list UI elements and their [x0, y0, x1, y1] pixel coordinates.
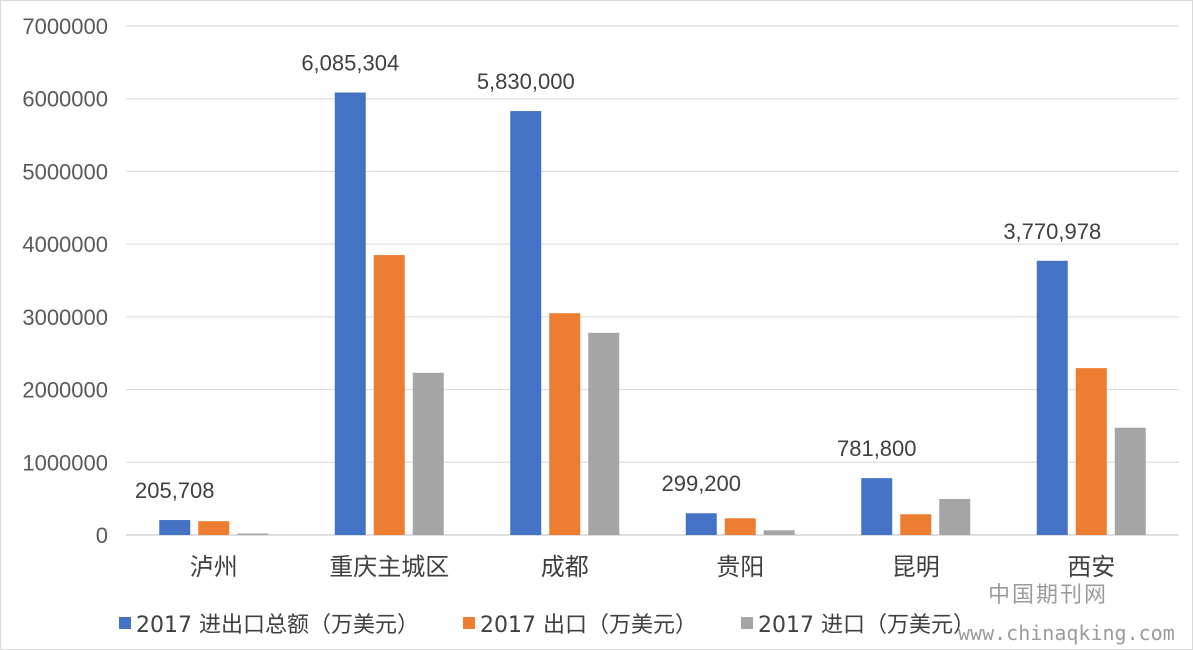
bar-total: [159, 520, 191, 535]
bar-export: [724, 518, 756, 535]
legend: 2017 进出口总额（万美元） 2017 出口（万美元） 2017 进口（万美元…: [119, 607, 1019, 639]
legend-label-total: 2017 进出口总额（万美元）: [136, 613, 419, 638]
x-category-label: 贵阳: [716, 554, 764, 581]
bar-export: [198, 521, 230, 535]
legend-item-export: 2017 出口（万美元）: [462, 607, 697, 639]
bar-total: [334, 92, 366, 535]
y-tick-label: 2000000: [22, 378, 108, 403]
y-tick-label: 0: [96, 523, 108, 548]
y-tick-label: 3000000: [22, 305, 108, 330]
x-category-label: 成都: [541, 554, 589, 581]
bar-import: [412, 372, 444, 535]
y-tick-label: 6000000: [22, 87, 108, 112]
x-category-label: 昆明: [892, 554, 940, 581]
bar-total: [861, 478, 893, 535]
bar-import: [939, 499, 971, 535]
bar-total: [685, 513, 717, 535]
legend-item-total: 2017 进出口总额（万美元）: [119, 607, 419, 639]
watermark: 中国期刊网 www.chinaqking.com: [958, 577, 1188, 647]
legend-item-import: 2017 进口（万美元）: [740, 607, 975, 639]
bar-export: [549, 313, 581, 535]
bar-total: [510, 111, 542, 535]
legend-label-import: 2017 进口（万美元）: [757, 613, 975, 638]
x-category-label: 西安: [1067, 554, 1115, 581]
y-tick-label: 4000000: [22, 232, 108, 257]
legend-swatch-import: [740, 617, 753, 629]
data-label: 205,708: [135, 478, 215, 503]
bar-export: [1075, 368, 1107, 535]
watermark-url: www.chinaqking.com: [958, 621, 1175, 645]
bar-import: [1114, 427, 1146, 535]
legend-swatch-total: [119, 617, 131, 629]
y-tick-label: 5000000: [22, 159, 108, 184]
x-category-label: 重庆主城区: [329, 554, 449, 581]
bar-import: [237, 533, 269, 535]
bar-import: [588, 332, 620, 535]
y-axis-tick-labels: 0 1000000 2000000 3000000 4000000 5000000 6000…: [22, 14, 108, 548]
data-label: 5,830,000: [477, 69, 575, 94]
bar-export: [373, 255, 405, 536]
data-label: 299,200: [661, 471, 741, 496]
data-label: 6,085,304: [301, 51, 399, 76]
watermark-chinese: 中国期刊网: [988, 583, 1109, 608]
data-label: 781,800: [837, 436, 917, 461]
bar-import: [763, 530, 795, 535]
legend-label-export: 2017 出口（万美元）: [479, 613, 697, 638]
y-tick-label: 7000000: [22, 14, 108, 39]
x-category-label: 泸州: [190, 554, 238, 581]
bar-chart: 0 1000000 2000000 3000000 4000000 5000000 6000…: [22, 14, 1179, 581]
data-label: 3,770,978: [1003, 219, 1101, 244]
legend-swatch-export: [462, 617, 475, 629]
bar-total: [1036, 260, 1068, 535]
bars: [159, 92, 1146, 536]
gridlines: [126, 25, 1179, 536]
data-labels: 205,708 6,085,304 5,830,000 299,200 781,800 3…: [135, 51, 1101, 504]
x-axis-category-labels: 泸州 重庆主城区 成都 贵阳 昆明 西安: [190, 554, 1116, 581]
bar-export: [900, 514, 932, 535]
y-tick-label: 1000000: [22, 450, 108, 475]
